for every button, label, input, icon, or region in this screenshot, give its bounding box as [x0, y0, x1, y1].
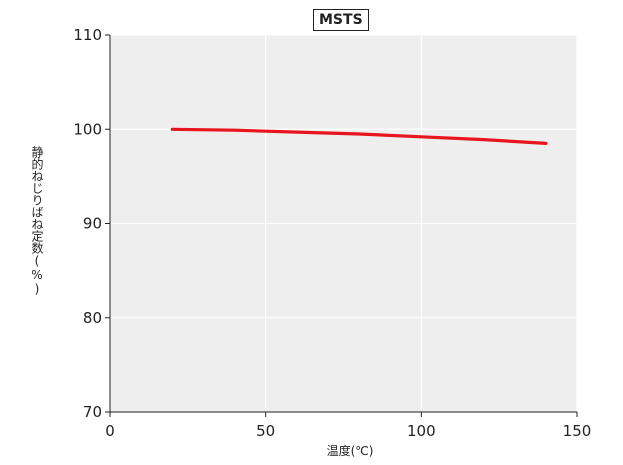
series-group [170, 127, 548, 145]
tick-labels: 70 80 90 100 110 0 50 100 150 [73, 26, 591, 440]
y-tick-label: 110 [73, 26, 102, 44]
y-tick-label: 90 [83, 215, 102, 233]
y-tick-label: 70 [83, 403, 102, 421]
axes [105, 34, 578, 417]
series-line [170, 127, 548, 145]
y-tick-label: 100 [73, 120, 102, 138]
x-tick-label: 100 [407, 422, 436, 440]
x-tick-label: 150 [563, 422, 592, 440]
y-axis-label: 静的ねじりばね定数(%) [30, 146, 44, 296]
x-tick-label: 50 [256, 422, 275, 440]
x-tick-label: 0 [105, 422, 115, 440]
x-axis-label: 温度(℃) [326, 444, 374, 458]
y-tick-label: 80 [83, 309, 102, 327]
chart-title: MSTS [313, 9, 369, 31]
gridlines [110, 34, 578, 412]
